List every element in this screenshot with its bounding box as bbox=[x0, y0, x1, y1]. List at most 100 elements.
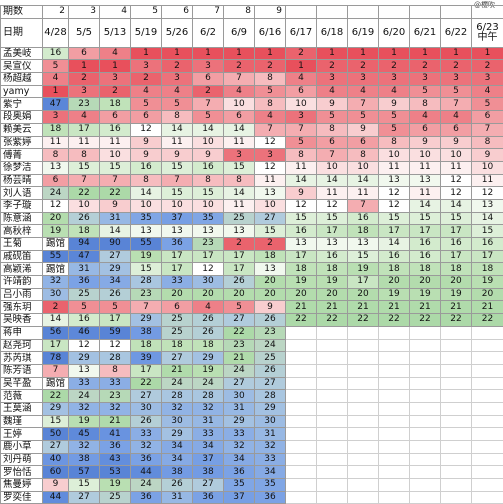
period-cell: 4 bbox=[100, 6, 131, 19]
rank-cell: 15 bbox=[317, 212, 348, 225]
rank-cell: 3 bbox=[410, 73, 441, 86]
rank-cell: 9 bbox=[348, 123, 379, 136]
rank-cell: 9 bbox=[472, 149, 503, 162]
rank-cell: 31 bbox=[69, 263, 100, 276]
rank-cell: 31 bbox=[255, 428, 286, 441]
rank-cell: 27 bbox=[69, 491, 100, 504]
rank-cell: 18 bbox=[441, 263, 472, 276]
rank-cell: 26 bbox=[100, 288, 131, 301]
rank-cell: 17 bbox=[193, 250, 224, 263]
rank-cell: 32 bbox=[131, 441, 162, 454]
rank-cell: 5 bbox=[100, 301, 131, 314]
empty-cell bbox=[348, 390, 379, 403]
empty-cell bbox=[472, 428, 503, 441]
kickoff-note: 踢馆 bbox=[43, 377, 69, 390]
rank-cell: 17 bbox=[131, 364, 162, 377]
rank-cell: 3 bbox=[286, 111, 317, 124]
rank-cell: 41 bbox=[100, 428, 131, 441]
rank-cell: 13 bbox=[410, 174, 441, 187]
rank-cell: 17 bbox=[69, 123, 100, 136]
rank-cell: 8 bbox=[255, 73, 286, 86]
rank-cell: 1 bbox=[255, 47, 286, 60]
empty-cell bbox=[410, 326, 441, 339]
rank-cell: 4 bbox=[286, 73, 317, 86]
empty-cell bbox=[410, 466, 441, 479]
rank-cell: 29 bbox=[43, 402, 69, 415]
rank-cell: 32 bbox=[69, 402, 100, 415]
rank-cell: 26 bbox=[131, 415, 162, 428]
rank-cell: 14 bbox=[472, 212, 503, 225]
rank-cell: 31 bbox=[224, 402, 255, 415]
rank-cell: 2 bbox=[193, 85, 224, 98]
period-cell bbox=[286, 6, 317, 19]
rank-cell: 1 bbox=[43, 85, 69, 98]
rank-cell: 33 bbox=[162, 276, 193, 289]
rank-cell: 36 bbox=[100, 441, 131, 454]
date-label: 日期 bbox=[1, 18, 43, 47]
rank-cell: 34 bbox=[255, 466, 286, 479]
empty-cell bbox=[317, 428, 348, 441]
rank-cell: 36 bbox=[193, 491, 224, 504]
rank-cell: 16 bbox=[286, 225, 317, 238]
rank-cell: 28 bbox=[255, 390, 286, 403]
rank-cell: 20 bbox=[286, 288, 317, 301]
contestant-name: 戚砚笛 bbox=[1, 250, 43, 263]
rank-cell: 10 bbox=[224, 98, 255, 111]
rank-cell: 19 bbox=[131, 250, 162, 263]
rank-cell: 10 bbox=[69, 199, 100, 212]
empty-cell bbox=[379, 352, 410, 365]
empty-cell bbox=[348, 415, 379, 428]
rank-cell: 11 bbox=[410, 187, 441, 200]
empty-cell bbox=[317, 491, 348, 504]
date-cell: 5/5 bbox=[69, 18, 100, 47]
rank-cell: 18 bbox=[379, 263, 410, 276]
rank-cell: 37 bbox=[193, 453, 224, 466]
rank-cell: 32 bbox=[43, 276, 69, 289]
rank-cell: 22 bbox=[286, 314, 317, 327]
rank-cell: 29 bbox=[131, 314, 162, 327]
rank-cell: 2 bbox=[255, 238, 286, 251]
rank-cell: 1 bbox=[69, 60, 100, 73]
rank-cell: 32 bbox=[224, 441, 255, 454]
empty-cell bbox=[379, 479, 410, 492]
date-cell: 6/23中午 bbox=[472, 18, 503, 47]
empty-cell bbox=[286, 453, 317, 466]
empty-cell bbox=[348, 428, 379, 441]
empty-cell bbox=[286, 339, 317, 352]
rank-cell: 13 bbox=[348, 238, 379, 251]
rank-cell: 44 bbox=[43, 491, 69, 504]
rank-cell: 1 bbox=[162, 47, 193, 60]
rank-cell: 22 bbox=[69, 187, 100, 200]
rank-cell: 20 bbox=[317, 288, 348, 301]
rank-cell: 50 bbox=[43, 428, 69, 441]
empty-cell bbox=[286, 352, 317, 365]
rank-cell: 38 bbox=[162, 466, 193, 479]
rank-cell: 32 bbox=[162, 402, 193, 415]
rank-cell: 4 bbox=[131, 85, 162, 98]
rank-cell: 11 bbox=[441, 161, 472, 174]
empty-cell bbox=[379, 364, 410, 377]
rank-cell: 18 bbox=[255, 250, 286, 263]
rank-cell: 17 bbox=[441, 225, 472, 238]
rank-cell: 1 bbox=[472, 47, 503, 60]
rank-cell: 5 bbox=[286, 136, 317, 149]
rank-cell: 22 bbox=[131, 377, 162, 390]
rank-cell: 3 bbox=[317, 73, 348, 86]
rank-cell: 13 bbox=[162, 225, 193, 238]
rank-cell: 18 bbox=[193, 339, 224, 352]
empty-cell bbox=[317, 390, 348, 403]
rank-cell: 60 bbox=[43, 466, 69, 479]
rank-cell: 21 bbox=[162, 364, 193, 377]
rank-cell: 7 bbox=[193, 98, 224, 111]
rank-cell: 38 bbox=[131, 326, 162, 339]
rank-cell: 38 bbox=[69, 453, 100, 466]
